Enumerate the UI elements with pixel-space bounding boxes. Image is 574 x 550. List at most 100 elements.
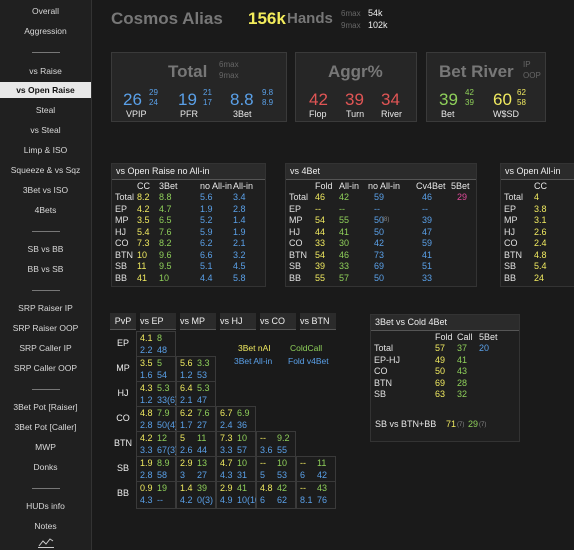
pvp-cell-value: 2.8 — [140, 470, 153, 480]
row-label: EP-HJ — [374, 354, 401, 365]
cold-4bet-footer-a: 71 — [446, 419, 457, 429]
cold-4bet-title: 3Bet vs Cold 4Bet — [371, 315, 519, 331]
row-label: HJ — [504, 226, 515, 237]
nav-limp-iso[interactable]: Limp & ISO — [23, 145, 68, 155]
table-cell: 10 — [159, 272, 170, 283]
pvp-cell-value: 10 — [237, 458, 248, 468]
table-cell: 1.9 — [200, 203, 213, 214]
table-cell: -- — [339, 203, 345, 214]
column-header: 5Bet — [451, 181, 470, 191]
row-label: CO — [289, 238, 303, 248]
pvp-cell-value: 42 — [317, 470, 328, 480]
pvp-cell-value: 1.7 — [180, 420, 193, 430]
aggr-river-value: 34 — [381, 90, 400, 109]
pvp-cell-value: 43 — [317, 483, 328, 493]
nav-squeeze[interactable]: Squeeze & vs Sqz — [10, 165, 81, 175]
nav-separator — [32, 488, 60, 489]
pvp-cell-value: 3.3 — [140, 445, 153, 455]
nav-notes[interactable]: Notes — [34, 521, 57, 531]
column-header: Call — [457, 332, 473, 342]
nav-aggression[interactable]: Aggression — [24, 26, 67, 36]
pvp-cell-value: -- — [260, 433, 266, 443]
row-label: BTN — [374, 377, 392, 388]
pvp-cell-value: 39 — [197, 483, 208, 493]
row-label: SB — [504, 261, 517, 271]
row-label: MP — [289, 215, 303, 225]
vs-open-allin-table: vs Open All-in CC Total 4 EP 3.8 MP 3.1 HJ 2.6 CO… — [500, 163, 574, 287]
pvp-cell-value: 27 — [197, 470, 208, 480]
pvp-cell-value: 10(10) — [237, 495, 264, 505]
nav-bb-vs-sb[interactable]: BB vs SB — [27, 264, 64, 274]
table-cell: 5.4 — [137, 226, 150, 237]
pvp-cell-value: 44 — [197, 445, 208, 455]
table-cell: 3.1 — [534, 215, 547, 225]
pvp-cell-value: 5 — [180, 433, 186, 443]
table-cell: 59 — [422, 238, 433, 248]
nav-vs-raise[interactable]: vs Raise — [29, 66, 62, 76]
nav-3bet-pot-caller[interactable]: 3Bet Pot [Caller] — [14, 422, 77, 432]
pvp-cell-value: 12 — [157, 433, 168, 443]
table-cell: 8.2 — [137, 192, 150, 202]
nav-mwp[interactable]: MWP — [35, 442, 56, 452]
table-cell: -- — [315, 203, 321, 214]
nav-srp-caller-oop[interactable]: SRP Caller OOP — [13, 363, 78, 373]
nav-srp-raiser-oop[interactable]: SRP Raiser OOP — [12, 323, 79, 333]
wsd-ip: 62 — [517, 88, 526, 97]
table-cell: 46 — [315, 192, 326, 202]
nav-huds-info[interactable]: HUDs info — [26, 501, 65, 511]
vs-open-raise-title: vs Open Raise no All-in — [112, 164, 265, 180]
table-cell: 1.4 — [233, 215, 246, 225]
pvp-cell-value: -- — [157, 495, 163, 505]
pvp-cell-value: 2.2 — [140, 345, 153, 355]
pvp-row-label: SB — [116, 463, 129, 473]
table-cell: 41 — [339, 226, 350, 237]
cold-4bet-table: 3Bet vs Cold 4Bet Fold Call 5Bet Total 57 37 2… — [370, 314, 520, 442]
nav-sb-vs-bb[interactable]: SB vs BB — [27, 244, 64, 254]
pvp-cell: -- 43 8.1 76 — [296, 481, 336, 509]
nav-donks[interactable]: Donks — [33, 462, 58, 472]
nav-vs-open-raise[interactable]: vs Open Raise — [0, 82, 91, 98]
nav-steal[interactable]: Steal — [35, 105, 56, 115]
chart-icon[interactable] — [38, 536, 54, 548]
pvp-row-label: BTN — [114, 438, 132, 448]
pvp-cell-value: 6.4 — [180, 383, 193, 393]
table-cell: 4.5 — [233, 261, 246, 271]
pvp-cell-value: 4.3 — [220, 470, 233, 480]
pvp-row-label: HJ — [117, 388, 129, 398]
pvp-cell: 4.8 7.9 2.8 50(4) — [136, 406, 178, 434]
pvp-cell-value: 19 — [157, 483, 168, 493]
nav-4bets[interactable]: 4Bets — [34, 205, 57, 215]
nav-srp-raiser-ip[interactable]: SRP Raiser IP — [18, 303, 73, 313]
nav-3bet-vs-iso[interactable]: 3Bet vs ISO — [22, 185, 69, 195]
table-cell: 10 — [137, 249, 148, 260]
pvp-cell: 1.9 8.9 2.8 58 — [136, 456, 176, 484]
table-cell: 6.6 — [200, 249, 213, 260]
vs-4bet-title: vs 4Bet — [286, 164, 476, 180]
aggr-turn-value: 39 — [345, 90, 364, 109]
nav-3bet-pot-raiser[interactable]: 3Bet Pot [Raiser] — [13, 402, 78, 412]
pvp-cell-value: 58 — [157, 470, 168, 480]
pvp-cell-value: 6 — [300, 470, 306, 480]
pvp-cell: 4.2 12 3.3 67(3) — [136, 431, 178, 459]
pvp-cell-value: 62 — [277, 495, 288, 505]
table-cell: 3.4 — [233, 192, 246, 202]
nav-separator — [32, 389, 60, 390]
pfr-9max: 17 — [203, 98, 212, 107]
pvp-cell-value: 33(6) — [157, 395, 179, 405]
nav-overall[interactable]: Overall — [32, 6, 59, 16]
pvp-cell-value: 2.6 — [180, 445, 193, 455]
pvp-cell-value: 53 — [197, 370, 208, 380]
column-header: CC — [137, 181, 150, 191]
aggr-flop-label: Flop — [309, 109, 327, 119]
pvp-cell: 4.8 42 6 62 — [256, 481, 296, 509]
nav-vs-steal[interactable]: vs Steal — [30, 125, 61, 135]
nav-separator — [32, 290, 60, 291]
nav-srp-caller-ip[interactable]: SRP Caller IP — [19, 343, 72, 353]
table-cell: 5.4 — [534, 261, 547, 271]
pvp-cell-value: 6 — [260, 495, 266, 505]
table-cell: 54 — [315, 249, 326, 260]
pvp-cell-value: 4.7 — [220, 458, 233, 468]
cold-4bet-footer-a-count: (7) — [457, 422, 465, 428]
pvp-cell: 4.1 8 2.2 48 — [136, 331, 176, 359]
bet-river-ip: 42 — [465, 88, 474, 97]
